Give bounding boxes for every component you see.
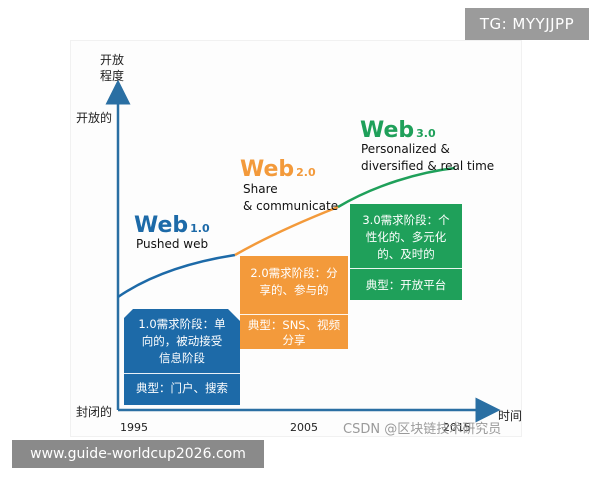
web2-box-footer-line2: 分享: [282, 333, 306, 347]
web3-subtitle: Personalized & diversified & real time: [361, 141, 494, 175]
web2-subtitle-line2: & communicate: [243, 199, 339, 213]
web2-title: Web 2.0: [240, 159, 316, 184]
web1-box-divider: [124, 373, 240, 374]
x-tick-2005: 2005: [290, 421, 318, 434]
web1-title: Web 1.0: [134, 215, 210, 240]
web3-subtitle-line1: Personalized &: [361, 142, 450, 156]
web2-box-footer-line1: 典型：SNS、视频: [247, 318, 341, 332]
web1-box-line2: 向的，被动接受: [141, 334, 223, 348]
web1-box-text: 1.0需求阶段：单 向的，被动接受 信息阶段: [124, 312, 240, 367]
web2-box-text: 2.0需求阶段：分 享的、参与的: [240, 261, 348, 299]
web1-curve: [117, 253, 236, 299]
web3-box-footer: 典型：开放平台: [350, 278, 462, 293]
y-axis-top-label: 开放的: [76, 111, 113, 125]
tg-watermark: TG: MYYJJPP: [465, 8, 589, 40]
web2-version: 2.0: [296, 166, 316, 179]
web3-box-footer-line1: 典型：开放平台: [365, 278, 447, 292]
web3-box-shape: [350, 204, 462, 300]
url-watermark: www.guide-worldcup2026.com: [12, 440, 264, 468]
web2-box-shape: [240, 256, 348, 349]
web3-box-text: 3.0需求阶段：个 性化的、多元化 的、及时的: [350, 208, 462, 263]
web1-version: 1.0: [190, 222, 210, 235]
y-axis-title-line2: 程度: [100, 69, 125, 83]
csdn-watermark: CSDN @区块链技术研究员: [343, 422, 502, 437]
y-axis-bottom-label: 封闭的: [76, 405, 113, 419]
web3-curve: [337, 166, 456, 209]
web3-title-text: Web: [360, 118, 415, 143]
web1-box-line1: 1.0需求阶段：单: [138, 317, 226, 331]
web3-box-line2: 性化的、多元化: [365, 230, 447, 244]
web1-subtitle: Pushed web: [136, 236, 208, 253]
web1-box-footer: 典型：门户、搜索: [124, 381, 240, 396]
web1-title-text: Web: [134, 213, 189, 238]
x-tick-2015: 2015: [443, 421, 471, 434]
web1-box-footer-line1: 典型：门户、搜索: [136, 381, 228, 395]
web3-title: Web 3.0: [360, 120, 436, 145]
web2-title-text: Web: [240, 157, 295, 182]
web3-box-divider: [350, 268, 462, 269]
y-axis-title: 开放 程度: [100, 52, 124, 84]
web1-box-shape: [124, 309, 240, 405]
web3-box-line3: 的、及时的: [377, 247, 435, 261]
web2-subtitle: Share & communicate: [243, 181, 338, 215]
web1-box-line3: 信息阶段: [159, 351, 205, 365]
web2-box-line2: 享的、参与的: [259, 283, 329, 297]
web3-version: 3.0: [416, 127, 436, 140]
web2-subtitle-line1: Share: [243, 182, 278, 196]
x-axis-title: 时间: [498, 409, 523, 423]
web3-subtitle-line2: diversified & real time: [361, 159, 495, 173]
x-tick-1995: 1995: [120, 421, 148, 434]
web3-box-line1: 3.0需求阶段：个: [362, 213, 450, 227]
web2-box-footer: 典型：SNS、视频 分享: [240, 318, 348, 348]
y-axis-title-line1: 开放: [100, 53, 125, 67]
web2-box-line1: 2.0需求阶段：分: [250, 266, 338, 280]
web1-subtitle-line1: Pushed web: [136, 237, 209, 251]
web2-box-divider: [240, 314, 348, 315]
web2-curve: [234, 205, 339, 257]
